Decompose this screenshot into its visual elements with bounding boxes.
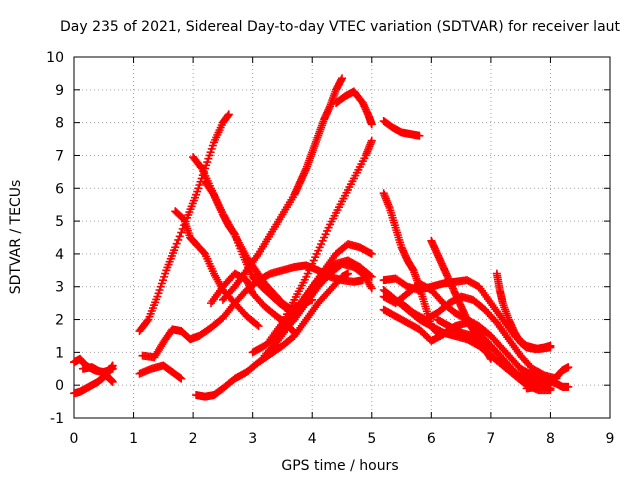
y-tick-label: 6 [55,181,64,197]
data-point [208,189,217,198]
y-tick-label: -1 [50,411,64,427]
data-point [172,239,181,248]
y-tick-label: 10 [46,50,64,66]
data-point [486,354,495,363]
data-point [108,377,117,386]
series-track-27 [492,269,555,354]
data-point [367,136,376,145]
data-point [367,249,376,258]
x-tick-label: 0 [70,431,79,447]
x-tick-label: 8 [546,431,555,447]
x-tick-label: 4 [308,431,317,447]
tick-labels: 0 1 2 3 4 5 6 7 8 9 -1 0 1 2 3 4 5 6 7 8 9 10 [46,50,614,447]
y-tick-label: 8 [55,116,64,132]
data-point [564,363,573,372]
x-tick-label: 7 [486,431,495,447]
axis-ticks [73,56,611,419]
data-point [415,131,424,140]
series-track-02 [70,361,117,398]
series-track-15 [278,259,376,337]
y-tick-label: 2 [55,313,64,329]
data-point [253,320,262,329]
series-track-11 [218,74,346,304]
series-track-09 [201,177,293,314]
y-tick-label: 7 [55,148,64,164]
series-track-16 [266,136,376,344]
data-point [108,361,117,370]
series-track-04 [135,110,233,336]
x-axis-label: GPS time / hours [281,458,398,474]
x-tick-label: 5 [367,431,376,447]
series-group [70,74,573,401]
y-axis-label: SDTVAR / TECUs [8,180,24,295]
y-tick-label: 9 [55,83,64,99]
y-tick-label: 5 [55,214,64,230]
y-tick-label: 1 [55,345,64,361]
data-point [171,243,180,252]
y-tick-label: 4 [55,247,64,263]
y-tick-label: 3 [55,280,64,296]
data-point [367,284,376,293]
x-tick-label: 2 [189,431,198,447]
data-point [176,373,185,382]
data-point [174,235,183,244]
series-track-18 [379,116,424,140]
series-track-29 [522,363,573,393]
series-track-08 [171,207,263,331]
data-point [175,232,184,241]
data-point [143,316,152,325]
series-track-05 [135,361,186,383]
y-tick-label: 0 [55,378,64,394]
x-tick-label: 1 [129,431,138,447]
data-point [290,328,299,337]
chart-title: Day 235 of 2021, Sidereal Day-to-day VTE… [60,19,621,35]
data-point [366,282,375,291]
series-track-03 [78,363,117,386]
x-tick-label: 3 [248,431,257,447]
data-point [224,110,233,119]
series-track-10 [192,269,352,401]
plot-frame [73,56,611,419]
x-tick-label: 6 [427,431,436,447]
data-point [254,322,263,331]
data-point [367,272,376,281]
data-point [338,74,346,83]
data-point [289,327,298,336]
data-point [564,382,573,391]
data-point [177,228,186,237]
data-point [366,249,375,258]
data-point [343,269,352,278]
data-point [546,341,555,350]
data-point [177,374,186,383]
x-tick-label: 9 [606,431,615,447]
data-point [367,120,376,129]
series-track-17 [332,87,376,129]
